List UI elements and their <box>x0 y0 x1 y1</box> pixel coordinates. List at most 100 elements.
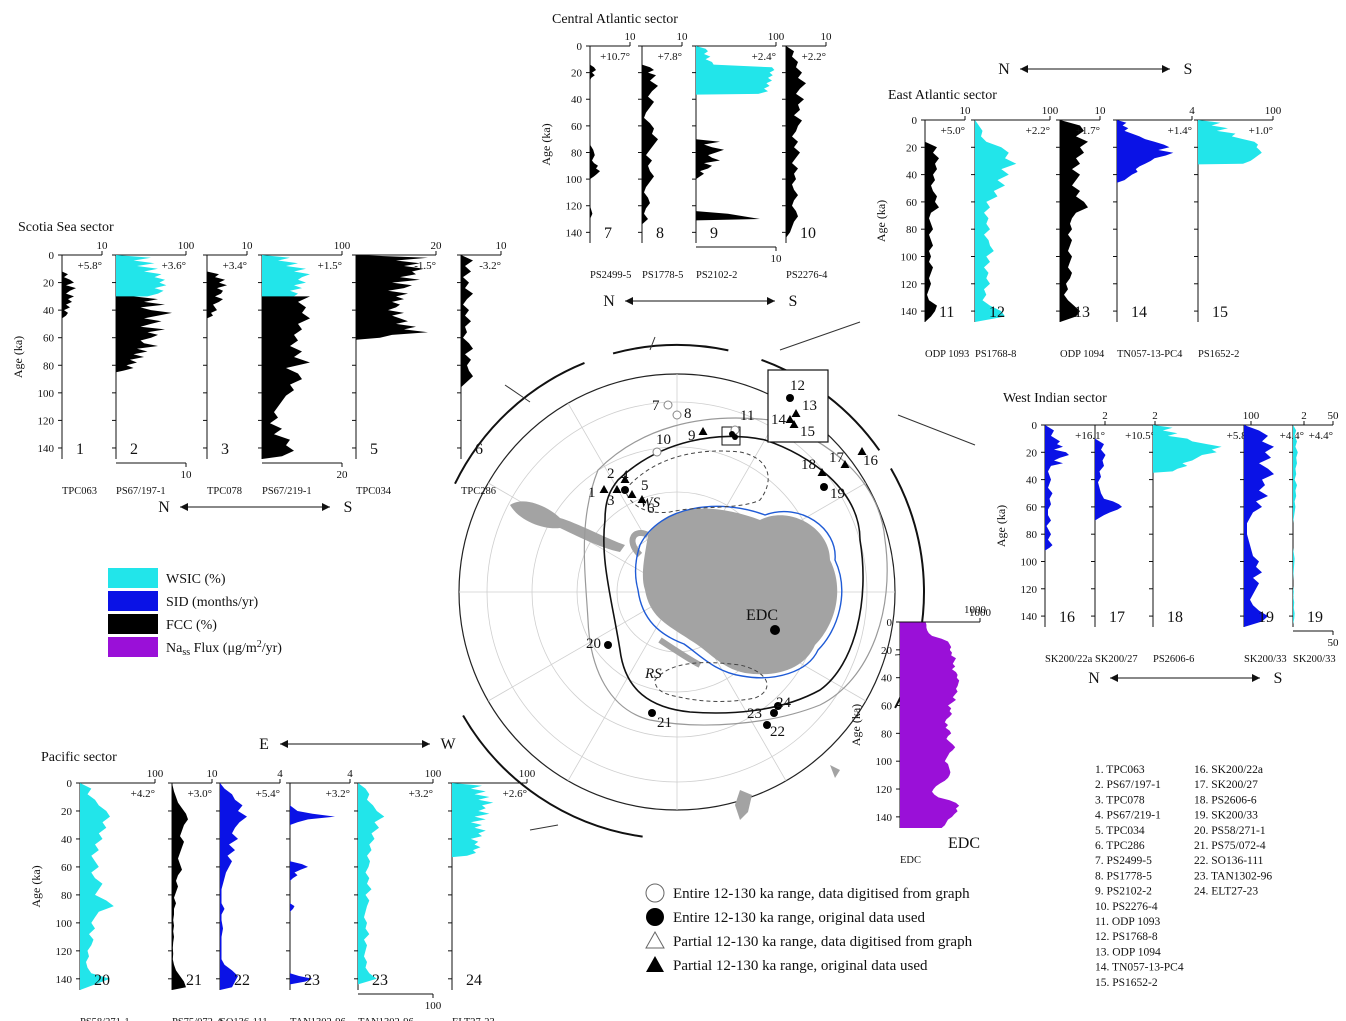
direction-left-label: N <box>998 61 1010 78</box>
panel-site-2: 100 +3.6° 2 PS67/197-1 <box>112 240 195 497</box>
y-axis-label: Age (ka) <box>539 123 553 165</box>
top-axis-max-label: 2 <box>1301 410 1307 422</box>
site-list-item: 18. PS2606-6 <box>1194 794 1257 806</box>
temperature-anomaly-label: +2.6° <box>503 788 527 800</box>
site-number-label: 11 <box>740 408 754 424</box>
site-number-label: 21 <box>657 715 672 731</box>
site-number-label: 6 <box>647 501 655 517</box>
top-axis-max-label: 100 <box>519 768 536 780</box>
core-name-label: ODP 1093 <box>925 349 969 360</box>
series-fcc-site-5 <box>356 255 428 340</box>
core-name-label: PS1778-5 <box>642 270 683 281</box>
direction-right-label: S <box>1274 670 1283 687</box>
temperature-anomaly-label: +1.0° <box>1249 125 1273 137</box>
panel-number-label: 21 <box>186 972 202 989</box>
y-tick-label: 40 <box>906 170 918 182</box>
core-name-label: TAN1302-96 <box>290 1017 346 1021</box>
panel-number-label: 20 <box>94 972 110 989</box>
series-sid-site-19 <box>1244 425 1274 627</box>
y-tick-label: 20 <box>881 645 893 657</box>
ross-gyre <box>654 662 768 702</box>
direction-left-label: N <box>1088 670 1100 687</box>
series-sid-site-23 <box>290 783 335 985</box>
panel-number-label: 16 <box>1059 609 1075 626</box>
y-tick-label: 0 <box>49 250 55 262</box>
y-tick-label: 140 <box>901 306 918 318</box>
site-marker-original-partial <box>627 490 637 498</box>
site-marker-original-partial <box>698 427 708 435</box>
core-name-label: TAN1302-96 <box>358 1017 414 1021</box>
series-fcc-site-8 <box>642 46 658 225</box>
top-axis-max-label: 10 <box>677 31 689 43</box>
series-wsic-site-23 <box>358 783 385 985</box>
core-name-label: TPC286 <box>461 486 496 497</box>
series-wsic-site-2 <box>116 255 167 298</box>
inset-box-small <box>721 426 741 446</box>
top-axis-max-label: 10 <box>625 31 637 43</box>
panel-site-6: 10 -3.2° 6 TPC286 <box>457 240 507 497</box>
core-name-label: PS75/072-4 <box>172 1017 222 1021</box>
site-list-item: 20. PS58/271-1 <box>1194 825 1266 837</box>
y-tick-label: 80 <box>43 360 55 372</box>
panel-site-19: 50 +4.4° 50 19 SK200/33 <box>1289 410 1339 665</box>
sector-title: West Indian sector <box>1003 391 1107 406</box>
sector-connector <box>779 321 861 351</box>
y-tick-label: 0 <box>577 41 583 53</box>
top-axis-max-label: 2 <box>1152 410 1158 422</box>
legend-swatch-sid <box>108 591 158 611</box>
legend-marker-label: Entire 12-130 ka range, original data us… <box>673 910 925 926</box>
y-axis-label: Age (ka) <box>29 865 43 907</box>
core-name-label: EDC <box>900 855 921 866</box>
y-tick-label: 140 <box>876 812 893 824</box>
panel-site-9: 10 <box>696 139 782 265</box>
legend-swatch-nass <box>108 637 158 657</box>
series-wsic-site-12 <box>975 120 1017 322</box>
site-number-label: 1 <box>588 485 596 501</box>
site-number-label: 22 <box>770 724 785 740</box>
edc-marker <box>770 625 780 635</box>
site-marker-original-entire <box>621 486 629 494</box>
panel-site-24: 100 +2.6° 24 ELT27-23 <box>448 768 536 1021</box>
series-fcc-site-1 <box>62 255 76 319</box>
y-tick-label: 60 <box>43 333 55 345</box>
site-marker-original-entire <box>774 702 782 710</box>
site-list-item: 7. PS2499-5 <box>1095 855 1152 867</box>
legend-label-nass: Nass Flux (μg/m2/yr) <box>166 639 282 658</box>
ross-sea-label: RS <box>644 666 662 682</box>
edc-top-axis-label: 1000 <box>964 604 987 616</box>
panel-site-22: 4 +5.4° 22 SO136-111 <box>216 768 283 1021</box>
site-list-item: 4. PS67/219-1 <box>1095 810 1161 822</box>
sector-arc <box>612 344 729 355</box>
top-axis-max-label: 100 <box>768 31 785 43</box>
y-tick-label: 40 <box>881 673 893 685</box>
top-axis-max-label: 100 <box>1265 105 1282 117</box>
temperature-anomaly-label: +2.2° <box>1026 125 1050 137</box>
site-list-item: 9. PS2102-2 <box>1095 886 1152 898</box>
bottom-axis-max-label: 10 <box>771 253 783 265</box>
panel-number-label: 17 <box>1109 609 1125 626</box>
temperature-anomaly-label: +5.0° <box>941 125 965 137</box>
temperature-anomaly-label: +1.5° <box>318 260 342 272</box>
panel-number-label: 18 <box>1167 609 1183 626</box>
y-axis-label: Age (ka) <box>994 505 1008 547</box>
legend-marker-filled-triangle <box>646 956 664 972</box>
legend-label-wsic: WSIC (%) <box>166 572 226 587</box>
series-wsic-site-9 <box>696 46 775 95</box>
new-zealand <box>735 765 840 820</box>
site-marker-original-entire <box>770 709 778 717</box>
panel-site-23: 4 +3.2° 23 TAN1302-96 <box>286 768 353 1021</box>
temperature-anomaly-label: +2.2° <box>802 51 826 63</box>
y-tick-label: 140 <box>56 974 73 986</box>
temperature-anomaly-label: +3.6° <box>162 260 186 272</box>
panel-number-label: 19 <box>1258 609 1274 626</box>
site-list-item: 13. ODP 1094 <box>1095 946 1161 958</box>
panel-site-10: 10 +2.2° 10 PS2276-4 <box>782 31 832 281</box>
legend-swatch-fcc <box>108 614 158 634</box>
series-sid-site-17 <box>1095 425 1122 521</box>
series-fcc-site-2 <box>116 296 172 373</box>
temperature-anomaly-label: +3.2° <box>409 788 433 800</box>
temperature-anomaly-label: +5.4° <box>256 788 280 800</box>
y-tick-label: 0 <box>912 115 918 127</box>
